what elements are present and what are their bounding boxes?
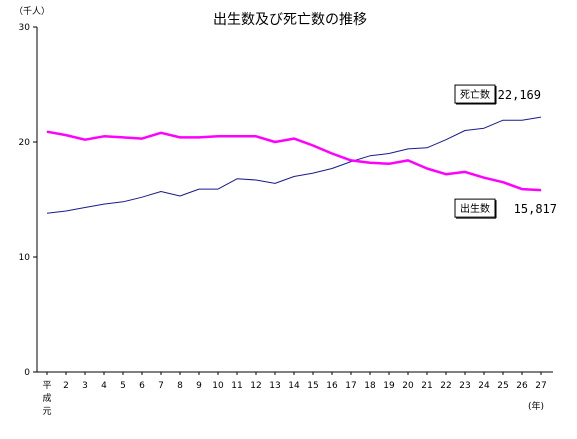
legend-label-deaths: 死亡数 xyxy=(460,88,490,101)
x-tick-label: 2 xyxy=(63,381,69,391)
series-line-deaths xyxy=(46,116,542,214)
legend-box-deaths: 死亡数 xyxy=(454,84,497,105)
x-tick-label: 13 xyxy=(269,381,280,391)
x-tick-label: 7 xyxy=(158,381,164,391)
x-tick-label: 26 xyxy=(516,381,528,391)
x-tick-label: 11 xyxy=(231,381,242,391)
x-tick-label: 18 xyxy=(364,381,376,391)
x-tick-label: 8 xyxy=(177,381,183,391)
x-tick-label: 6 xyxy=(139,381,145,391)
x-tick-label: 24 xyxy=(478,381,490,391)
x-tick-label: 20 xyxy=(402,381,414,391)
x-tick-label: 9 xyxy=(196,381,202,391)
x-tick-label: 平成元 xyxy=(42,380,51,417)
series-line-births xyxy=(46,130,542,192)
x-tick-label: 17 xyxy=(345,381,356,391)
x-tick-label: 23 xyxy=(459,381,470,391)
y-axis-unit: （千人） xyxy=(14,6,50,17)
x-tick-label: 14 xyxy=(288,381,300,391)
x-tick-label: 19 xyxy=(383,381,395,391)
x-axis-unit: (年) xyxy=(528,400,544,412)
y-tick-label: 20 xyxy=(19,138,31,148)
x-tick-label: 16 xyxy=(326,381,338,391)
chart-title: 出生数及び死亡数の推移 xyxy=(213,12,367,28)
legend-box-births: 出生数 xyxy=(454,198,497,219)
end-value-deaths: 22,169 xyxy=(498,88,541,102)
y-tick-label: 0 xyxy=(24,368,30,378)
x-tick-label: 12 xyxy=(250,381,261,391)
x-tick-label: 10 xyxy=(212,381,224,391)
x-tick-label: 21 xyxy=(421,381,432,391)
x-tick-label: 4 xyxy=(101,381,107,391)
y-tick-label: 30 xyxy=(19,23,31,33)
x-tick-label: 15 xyxy=(307,381,318,391)
x-tick-label: 25 xyxy=(497,381,508,391)
x-tick-label: 27 xyxy=(535,381,546,391)
end-value-births: 15,817 xyxy=(514,202,557,216)
x-tick-label: 22 xyxy=(440,381,451,391)
x-tick-label: 5 xyxy=(120,381,126,391)
legend-label-births: 出生数 xyxy=(460,202,490,215)
y-tick-label: 10 xyxy=(19,253,31,263)
x-tick-label: 3 xyxy=(82,381,88,391)
